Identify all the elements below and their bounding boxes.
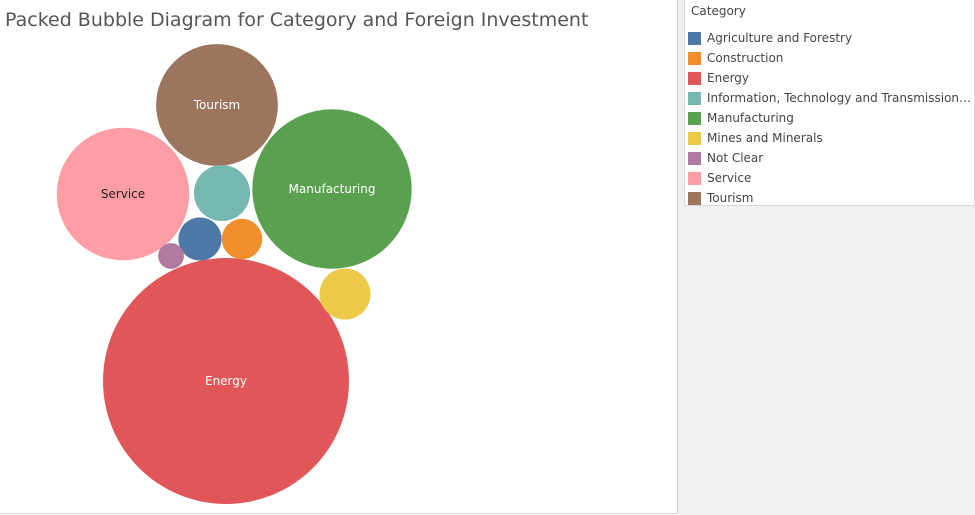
legend-label: Agriculture and Forestry [707, 31, 853, 45]
chart-view: Packed Bubble Diagram for Category and F… [0, 0, 678, 514]
bubble-energy[interactable] [103, 258, 349, 504]
legend-label: Not Clear [707, 151, 764, 165]
legend-swatch [688, 91, 701, 105]
legend-item[interactable]: Construction [688, 48, 974, 68]
legend-swatch [688, 131, 701, 145]
bubble-label: Manufacturing [289, 182, 376, 196]
legend-swatch [688, 71, 701, 85]
bubble-not-clear[interactable] [158, 243, 184, 269]
legend-swatch [688, 171, 701, 185]
legend-label: Information, Technology and Transmission… [707, 91, 972, 105]
chart-title: Packed Bubble Diagram for Category and F… [5, 9, 589, 31]
legend-swatch [688, 51, 701, 65]
legend-item[interactable]: Service [688, 168, 974, 188]
legend-item[interactable]: Mines and Minerals [688, 128, 974, 148]
legend-swatch [688, 31, 701, 45]
legend-items: Agriculture and Forestry Construction Ener… [688, 28, 974, 208]
legend-item[interactable]: Tourism [688, 188, 974, 208]
bubble-tourism[interactable] [156, 44, 278, 166]
color-legend: Category Agriculture and Forestry Constru… [684, 0, 975, 206]
bubble-agriculture-and-forestry[interactable] [178, 217, 222, 261]
side-pane: Category Agriculture and Forestry Constru… [678, 0, 975, 515]
bubble-manufacturing[interactable] [252, 109, 412, 269]
legend-label: Tourism [707, 191, 754, 205]
legend-item[interactable]: Agriculture and Forestry [688, 28, 974, 48]
legend-swatch [688, 151, 701, 165]
legend-swatch [688, 191, 701, 205]
legend-swatch [688, 111, 701, 125]
legend-label: Energy [707, 71, 750, 85]
bubble-label: Service [101, 187, 145, 201]
legend-label: Construction [707, 51, 784, 65]
legend-label: Mines and Minerals [707, 131, 823, 145]
legend-label: Service [707, 171, 752, 185]
legend-item[interactable]: Not Clear [688, 148, 974, 168]
legend-label: Manufacturing [707, 111, 794, 125]
legend-item[interactable]: Manufacturing [688, 108, 974, 128]
bubble-service[interactable] [56, 127, 190, 261]
legend-item[interactable]: Information, Technology and Transmission… [688, 88, 974, 108]
legend-title: Category [691, 4, 746, 18]
legend-item[interactable]: Energy [688, 68, 974, 88]
bubble-information-technology-and-transmission-technology[interactable] [193, 164, 251, 222]
bubble-label: Tourism [193, 98, 240, 112]
bubble-construction[interactable] [221, 218, 263, 260]
bubble-mines-and-minerals[interactable] [319, 268, 371, 320]
bubble-chart: Energy Manufacturing Service Tourism [56, 44, 412, 504]
bubble-label: Energy [205, 374, 247, 388]
